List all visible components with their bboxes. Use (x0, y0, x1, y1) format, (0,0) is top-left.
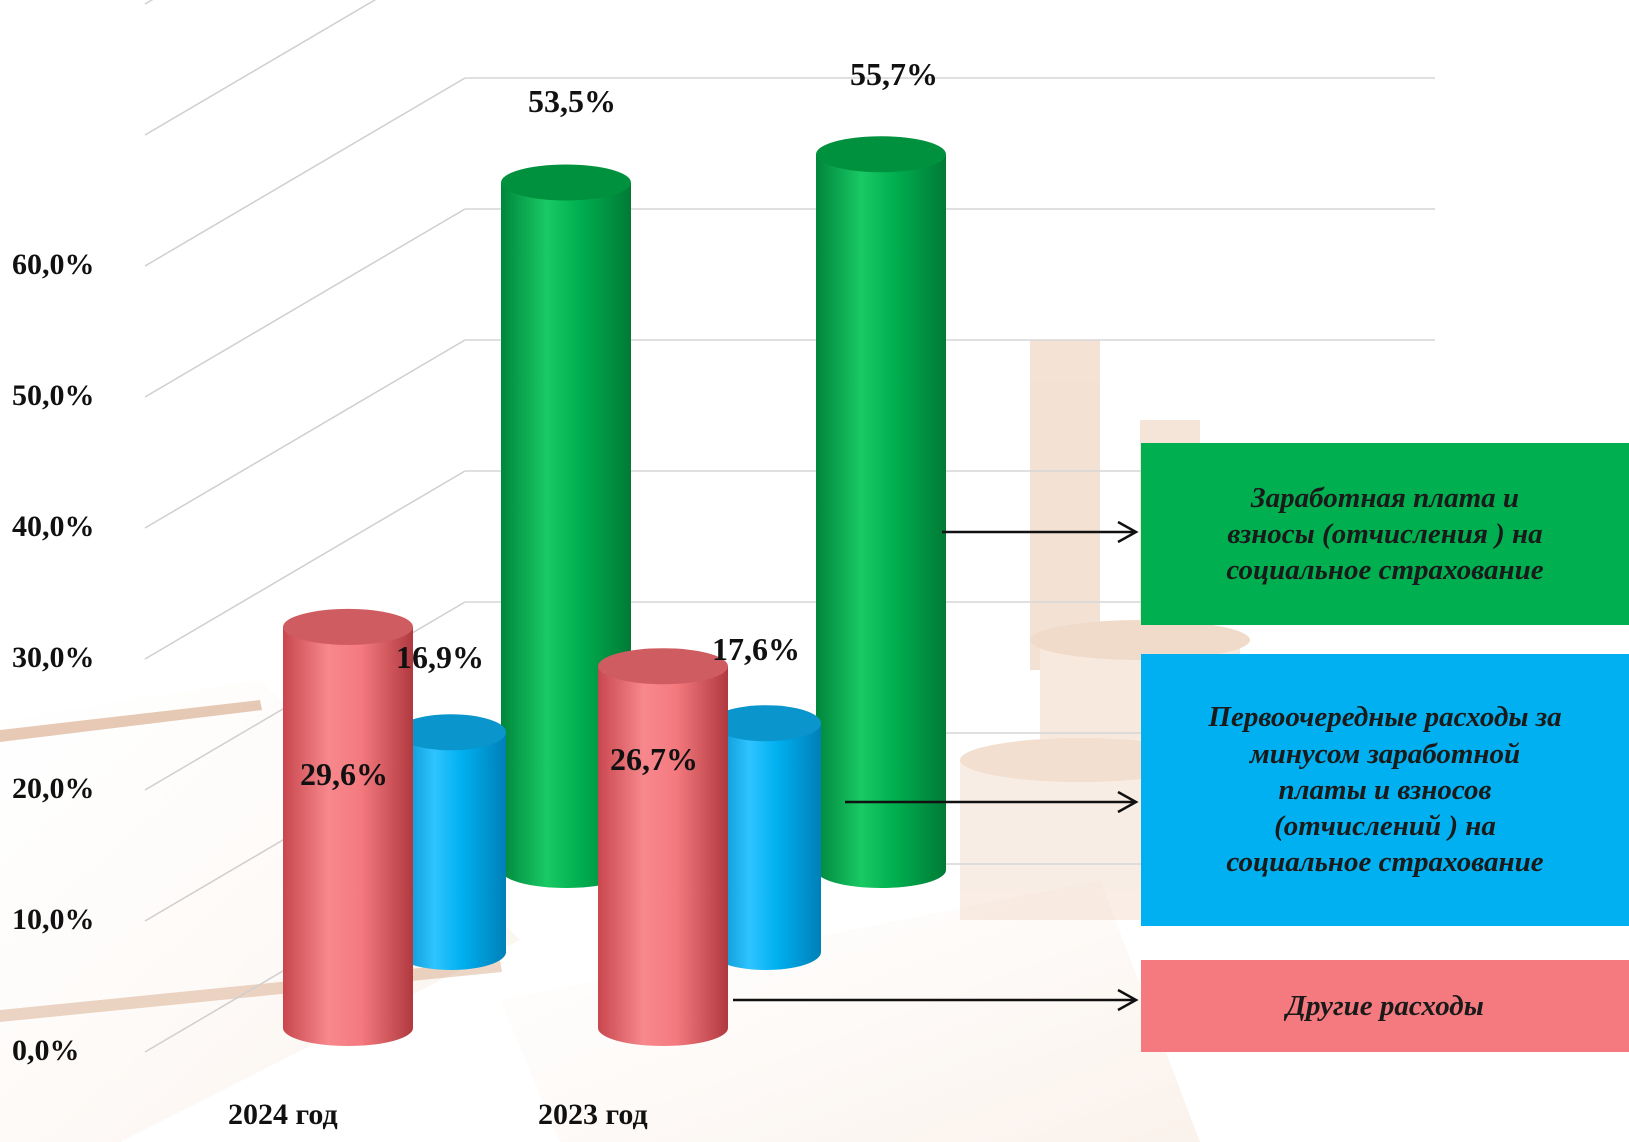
y-tick-label: 40,0% (12, 510, 95, 543)
legend-arrow (845, 790, 1139, 814)
legend-salary: Заработная плата и взносы (отчисления ) … (1141, 443, 1629, 625)
gridline-depth (144, 0, 377, 136)
data-label: 53,5% (528, 83, 616, 119)
priority-expenses-bar (711, 705, 821, 970)
x-category-label: 2024 год (228, 1098, 338, 1131)
legend-arrow (733, 988, 1139, 1012)
legend-other-line: Другие расходы (1286, 989, 1484, 1022)
legend-other-expenses: Другие расходы (1141, 960, 1629, 1052)
y-tick-label: 60,0% (12, 248, 95, 281)
legend-arrow (942, 520, 1139, 544)
data-label: 17,6% (712, 631, 800, 667)
gridline-depth (144, 0, 154, 5)
data-label: 16,9% (396, 639, 484, 675)
legend-priority-line: минусом заработной (1249, 737, 1521, 770)
data-label: 55,7% (850, 56, 938, 92)
legend-salary-line: Заработная плата и (1250, 481, 1520, 514)
legend-priority-expenses: Первоочередные расходы за минусом зарабо… (1141, 654, 1629, 926)
legend-priority-line: социальное страхование (1226, 846, 1544, 879)
data-label: 26,7% (610, 741, 698, 777)
y-tick-label: 20,0% (12, 772, 95, 805)
y-tick-label: 0,0% (12, 1034, 80, 1067)
priority-expenses-bar (396, 714, 506, 970)
legend-salary-line: социальное страхование (1226, 554, 1544, 587)
pen-decoration (0, 700, 262, 742)
x-category-label: 2023 год (538, 1098, 648, 1131)
gridline-depth (144, 77, 466, 267)
legend-priority-line: (отчислений ) на (1274, 810, 1496, 843)
y-tick-label: 50,0% (12, 379, 95, 412)
y-tick-label: 30,0% (12, 641, 95, 674)
paper-sheet-decoration (500, 880, 1200, 1142)
other-expenses-bar (283, 608, 413, 1046)
data-label: 29,6% (300, 756, 388, 792)
gridline-depth (144, 208, 466, 398)
other-expenses-bar (598, 648, 728, 1046)
legend-salary-line: взносы (отчисления ) на (1227, 517, 1543, 550)
gridline-depth (144, 339, 466, 529)
gridline-depth (144, 470, 466, 660)
salary-bar (816, 136, 946, 888)
y-tick-label: 10,0% (12, 903, 95, 936)
legend-priority-line: платы и взносов (1278, 773, 1492, 806)
paper-sheet-decoration (0, 680, 520, 1142)
legend-priority-line: Первоочередные расходы за (1208, 701, 1562, 734)
